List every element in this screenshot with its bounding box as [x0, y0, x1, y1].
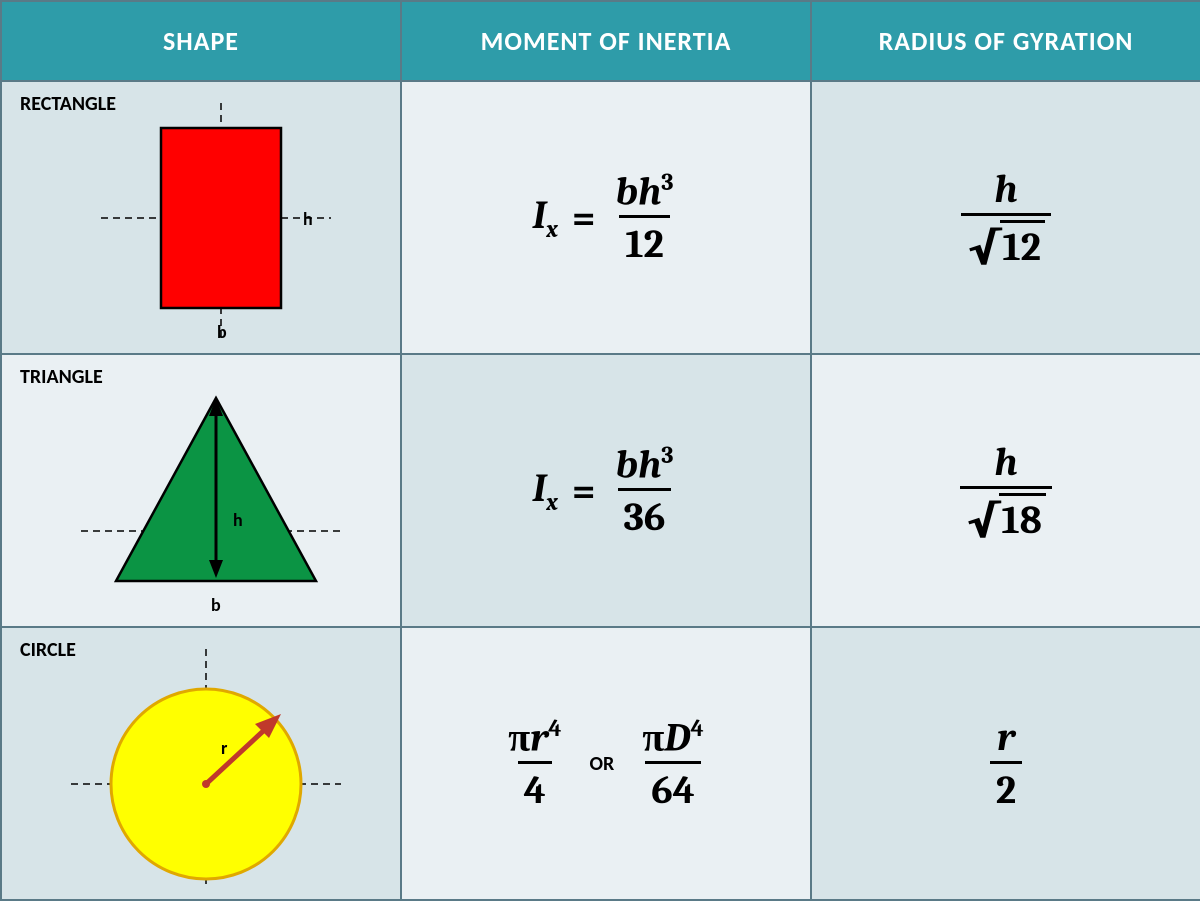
header-shape: SHAPE: [1, 1, 401, 81]
cell-rect-moment: Ix = bh3 12: [401, 81, 811, 354]
formula-tri-gyration: h √18: [812, 355, 1200, 626]
tri-b-label: b: [211, 594, 221, 616]
row-circle: CIRCLE r: [1, 627, 1200, 900]
cell-tri-gyration: h √18: [811, 354, 1200, 627]
circ-r-label: r: [221, 737, 228, 759]
cell-rect-gyration: h √12: [811, 81, 1200, 354]
row-triangle: TRIANGLE h b: [1, 354, 1200, 627]
cell-rect-shape: RECTANGLE h b: [1, 81, 401, 354]
cell-circ-moment: πr4 4 OR πD4 64: [401, 627, 811, 900]
formula-circ-moment: πr4 4 OR πD4 64: [402, 628, 810, 899]
circle-diagram: r: [2, 628, 400, 899]
formula-rect-moment: Ix = bh3 12: [402, 82, 810, 353]
triangle-diagram: h b: [2, 355, 400, 626]
cell-circ-shape: CIRCLE r: [1, 627, 401, 900]
formula-tri-moment: Ix = bh3 36: [402, 355, 810, 626]
row-rectangle: RECTANGLE h b: [1, 81, 1200, 354]
tri-h-label: h: [233, 509, 243, 531]
header-row: SHAPE MOMENT OF INERTIA RADIUS OF GYRATI…: [1, 1, 1200, 81]
cell-tri-shape: TRIANGLE h b: [1, 354, 401, 627]
header-moment: MOMENT OF INERTIA: [401, 1, 811, 81]
formula-circ-gyration: r 2: [812, 628, 1200, 899]
rect-h-label: h: [303, 208, 313, 230]
cell-circ-gyration: r 2: [811, 627, 1200, 900]
rectangle-diagram: h b: [2, 82, 400, 353]
inertia-table: SHAPE MOMENT OF INERTIA RADIUS OF GYRATI…: [0, 0, 1200, 901]
rect-b-label: b: [217, 321, 227, 343]
formula-rect-gyration: h √12: [812, 82, 1200, 353]
cell-tri-moment: Ix = bh3 36: [401, 354, 811, 627]
header-radius: RADIUS OF GYRATION: [811, 1, 1200, 81]
